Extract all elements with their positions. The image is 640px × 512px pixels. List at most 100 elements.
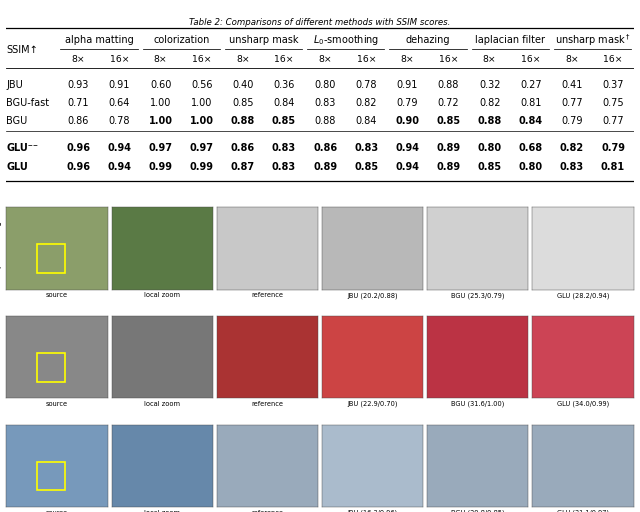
X-axis label: local zoom: local zoom — [144, 401, 180, 407]
X-axis label: reference: reference — [252, 292, 284, 298]
Text: 0.81: 0.81 — [601, 162, 625, 173]
Text: 0.77: 0.77 — [561, 98, 583, 108]
X-axis label: JBU (22.9/0.70): JBU (22.9/0.70) — [348, 401, 398, 408]
Text: unsharp mask$^\dagger$: unsharp mask$^\dagger$ — [555, 32, 630, 48]
Text: 0.77: 0.77 — [602, 116, 624, 125]
Text: 0.85: 0.85 — [354, 162, 378, 173]
X-axis label: reference: reference — [252, 509, 284, 512]
Text: 0.83: 0.83 — [272, 162, 296, 173]
Text: 0.89: 0.89 — [313, 162, 337, 173]
Text: 0.79: 0.79 — [601, 142, 625, 153]
X-axis label: GLU (31.1/0.97): GLU (31.1/0.97) — [557, 509, 609, 512]
Text: 16×: 16× — [604, 55, 623, 64]
Text: 0.94: 0.94 — [108, 142, 132, 153]
Text: 0.84: 0.84 — [356, 116, 377, 125]
Text: GLU: GLU — [6, 162, 28, 173]
Text: $L_0$-smoothing: $L_0$-smoothing — [312, 33, 379, 47]
Text: 0.88: 0.88 — [314, 116, 336, 125]
Text: 1.00: 1.00 — [190, 116, 214, 125]
Text: 0.83: 0.83 — [560, 162, 584, 173]
Text: Table 2: Comparisons of different methods with SSIM scores.: Table 2: Comparisons of different method… — [189, 18, 451, 27]
Text: JBU: JBU — [6, 79, 23, 90]
X-axis label: GLU (28.2/0.94): GLU (28.2/0.94) — [557, 292, 609, 299]
X-axis label: GLU (34.0/0.99): GLU (34.0/0.99) — [557, 401, 609, 408]
X-axis label: source: source — [46, 509, 68, 512]
Text: 0.85: 0.85 — [436, 116, 461, 125]
Text: 0.89: 0.89 — [436, 142, 461, 153]
Bar — [36, 462, 65, 490]
Text: 0.83: 0.83 — [272, 142, 296, 153]
Text: 0.94: 0.94 — [108, 162, 132, 173]
Text: 0.72: 0.72 — [438, 98, 460, 108]
Text: 0.81: 0.81 — [520, 98, 541, 108]
Text: 1.00: 1.00 — [191, 98, 212, 108]
X-axis label: local zoom: local zoom — [144, 292, 180, 298]
Y-axis label: colorization: colorization — [0, 334, 2, 379]
Text: BGU: BGU — [6, 116, 28, 125]
Text: 16×: 16× — [439, 55, 458, 64]
Text: BGU-fast: BGU-fast — [6, 98, 49, 108]
Text: 0.94: 0.94 — [396, 162, 419, 173]
Text: 0.60: 0.60 — [150, 79, 172, 90]
X-axis label: BGU (31.6/1.00): BGU (31.6/1.00) — [451, 401, 504, 408]
Text: 1.00: 1.00 — [150, 98, 172, 108]
Text: 0.97: 0.97 — [190, 142, 214, 153]
Text: 0.71: 0.71 — [68, 98, 89, 108]
Text: 0.86: 0.86 — [68, 116, 89, 125]
Text: 16×: 16× — [192, 55, 212, 64]
Text: 0.36: 0.36 — [273, 79, 294, 90]
Text: 0.80: 0.80 — [314, 79, 336, 90]
Bar — [36, 244, 65, 273]
Text: 0.99: 0.99 — [190, 162, 214, 173]
Text: 0.91: 0.91 — [109, 79, 130, 90]
Text: 0.84: 0.84 — [273, 98, 294, 108]
X-axis label: BGU (30.8/0.85): BGU (30.8/0.85) — [451, 509, 504, 512]
Text: alpha matting: alpha matting — [65, 35, 133, 45]
Text: 0.96: 0.96 — [67, 142, 90, 153]
Text: 0.64: 0.64 — [109, 98, 130, 108]
Text: 8×: 8× — [154, 55, 168, 64]
Text: 0.78: 0.78 — [109, 116, 131, 125]
Text: 0.91: 0.91 — [397, 79, 418, 90]
Text: 0.79: 0.79 — [397, 98, 418, 108]
Text: 0.89: 0.89 — [436, 162, 461, 173]
Text: 0.97: 0.97 — [148, 142, 173, 153]
Text: 0.56: 0.56 — [191, 79, 212, 90]
Text: 0.86: 0.86 — [231, 142, 255, 153]
Text: unsharp mask: unsharp mask — [228, 35, 298, 45]
X-axis label: source: source — [46, 401, 68, 407]
Text: 8×: 8× — [72, 55, 85, 64]
Text: 0.88: 0.88 — [477, 116, 502, 125]
Text: 0.84: 0.84 — [519, 116, 543, 125]
Text: 0.68: 0.68 — [519, 142, 543, 153]
Text: 16×: 16× — [356, 55, 376, 64]
Text: 0.78: 0.78 — [356, 79, 377, 90]
Text: 0.32: 0.32 — [479, 79, 500, 90]
Text: 0.75: 0.75 — [602, 98, 624, 108]
Y-axis label: alpha matting: alpha matting — [0, 221, 2, 275]
Text: 0.83: 0.83 — [314, 98, 336, 108]
Text: 0.82: 0.82 — [479, 98, 500, 108]
X-axis label: reference: reference — [252, 401, 284, 407]
X-axis label: BGU (25.3/0.79): BGU (25.3/0.79) — [451, 292, 504, 299]
Text: 8×: 8× — [401, 55, 414, 64]
Text: 0.82: 0.82 — [356, 98, 377, 108]
Text: 0.41: 0.41 — [561, 79, 582, 90]
X-axis label: local zoom: local zoom — [144, 509, 180, 512]
Text: 16×: 16× — [521, 55, 541, 64]
Text: SSIM↑: SSIM↑ — [6, 45, 38, 54]
Text: 8×: 8× — [565, 55, 579, 64]
Text: 0.85: 0.85 — [272, 116, 296, 125]
Text: 0.82: 0.82 — [560, 142, 584, 153]
Text: 0.80: 0.80 — [519, 162, 543, 173]
X-axis label: JBU (16.3/0.96): JBU (16.3/0.96) — [348, 509, 397, 512]
Text: 16×: 16× — [110, 55, 129, 64]
Text: 0.87: 0.87 — [231, 162, 255, 173]
Bar — [36, 353, 65, 382]
Text: colorization: colorization — [153, 35, 209, 45]
Text: 0.27: 0.27 — [520, 79, 541, 90]
Text: 8×: 8× — [318, 55, 332, 64]
X-axis label: JBU (20.2/0.88): JBU (20.2/0.88) — [348, 292, 398, 299]
Text: 0.88: 0.88 — [231, 116, 255, 125]
Text: 0.99: 0.99 — [148, 162, 173, 173]
